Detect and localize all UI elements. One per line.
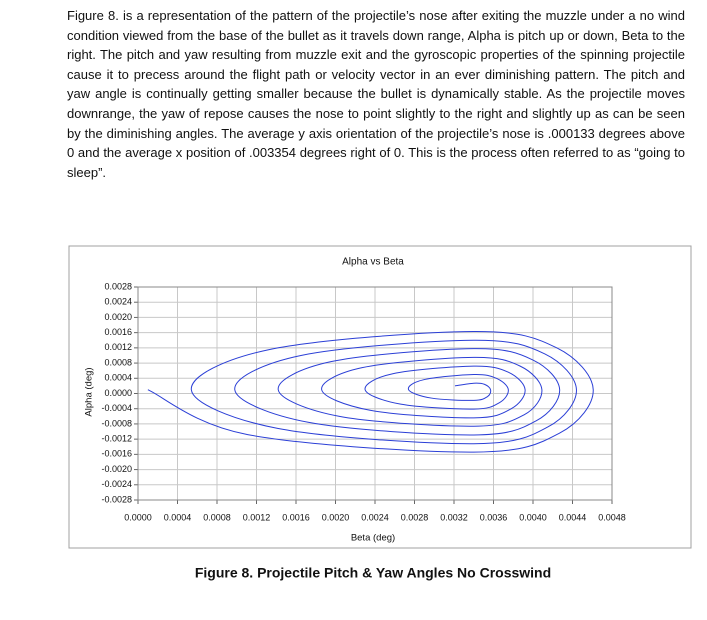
paragraph: Figure 8. is a representation of the pat… [67, 8, 685, 180]
y-tick-label: -0.0008 [101, 418, 132, 428]
x-tick-label: 0.0024 [361, 512, 389, 522]
x-tick-label: 0.0008 [203, 512, 231, 522]
y-tick-label: -0.0016 [101, 449, 132, 459]
x-tick-label: 0.0020 [322, 512, 350, 522]
y-tick-label: 0.0016 [104, 327, 132, 337]
x-tick-label: 0.0040 [519, 512, 547, 522]
x-tick-label: 0.0044 [559, 512, 587, 522]
x-tick-label: 0.0048 [598, 512, 626, 522]
y-tick-label: -0.0020 [101, 464, 132, 474]
x-tick-label: 0.0036 [480, 512, 508, 522]
y-tick-label: 0.0004 [104, 373, 132, 383]
y-tick-label: 0.0028 [104, 281, 132, 291]
figure-caption: Figure 8. Projectile Pitch & Yaw Angles … [195, 565, 551, 581]
y-tick-label: 0.0000 [104, 388, 132, 398]
data-line [147, 331, 594, 453]
x-tick-label: 0.0004 [164, 512, 192, 522]
y-tick-label: -0.0004 [101, 403, 132, 413]
y-tick-label: -0.0028 [101, 494, 132, 504]
y-tick-label: 0.0024 [104, 297, 132, 307]
y-axis-title: Alpha (deg) [84, 367, 95, 416]
x-tick-label: 0.0016 [282, 512, 310, 522]
y-tick-label: 0.0012 [104, 342, 132, 352]
x-tick-label: 0.0000 [124, 512, 152, 522]
y-tick-label: -0.0024 [101, 479, 132, 489]
y-tick-label: -0.0012 [101, 434, 132, 444]
y-tick-label: 0.0008 [104, 357, 132, 367]
x-tick-label: 0.0028 [401, 512, 429, 522]
plot-border [137, 286, 613, 501]
x-axis-title: Beta (deg) [351, 533, 395, 544]
chart-title: Alpha vs Beta [342, 257, 404, 268]
x-tick-label: 0.0012 [243, 512, 271, 522]
y-tick-label: 0.0020 [104, 312, 132, 322]
x-tick-label: 0.0032 [440, 512, 468, 522]
